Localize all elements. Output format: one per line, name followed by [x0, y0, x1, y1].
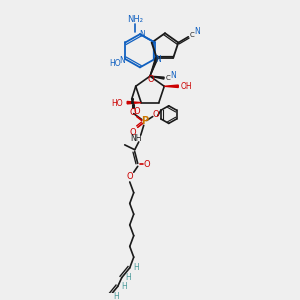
Text: O: O [143, 160, 150, 169]
Text: O: O [134, 107, 140, 116]
Text: N: N [170, 71, 176, 80]
Text: H: H [113, 292, 118, 300]
Text: O: O [148, 75, 154, 84]
Text: N: N [119, 56, 125, 64]
Text: P: P [141, 116, 148, 126]
Polygon shape [127, 101, 141, 104]
Text: N: N [194, 27, 200, 36]
Text: HO: HO [110, 59, 121, 68]
Polygon shape [150, 76, 164, 79]
Text: O: O [152, 110, 159, 119]
Text: N: N [155, 55, 161, 64]
Text: O: O [129, 108, 136, 117]
Text: C: C [190, 32, 195, 38]
Text: O: O [129, 128, 136, 137]
Text: NH: NH [130, 134, 142, 143]
Polygon shape [150, 58, 158, 76]
Text: H: H [133, 263, 139, 272]
Polygon shape [164, 85, 178, 88]
Text: N: N [139, 30, 145, 39]
Text: NH₂: NH₂ [127, 15, 142, 24]
Text: C: C [166, 75, 170, 81]
Text: H: H [125, 273, 130, 282]
Text: O: O [126, 172, 133, 181]
Text: H: H [121, 282, 127, 291]
Text: OH: OH [181, 82, 192, 91]
Text: HO: HO [111, 99, 123, 108]
